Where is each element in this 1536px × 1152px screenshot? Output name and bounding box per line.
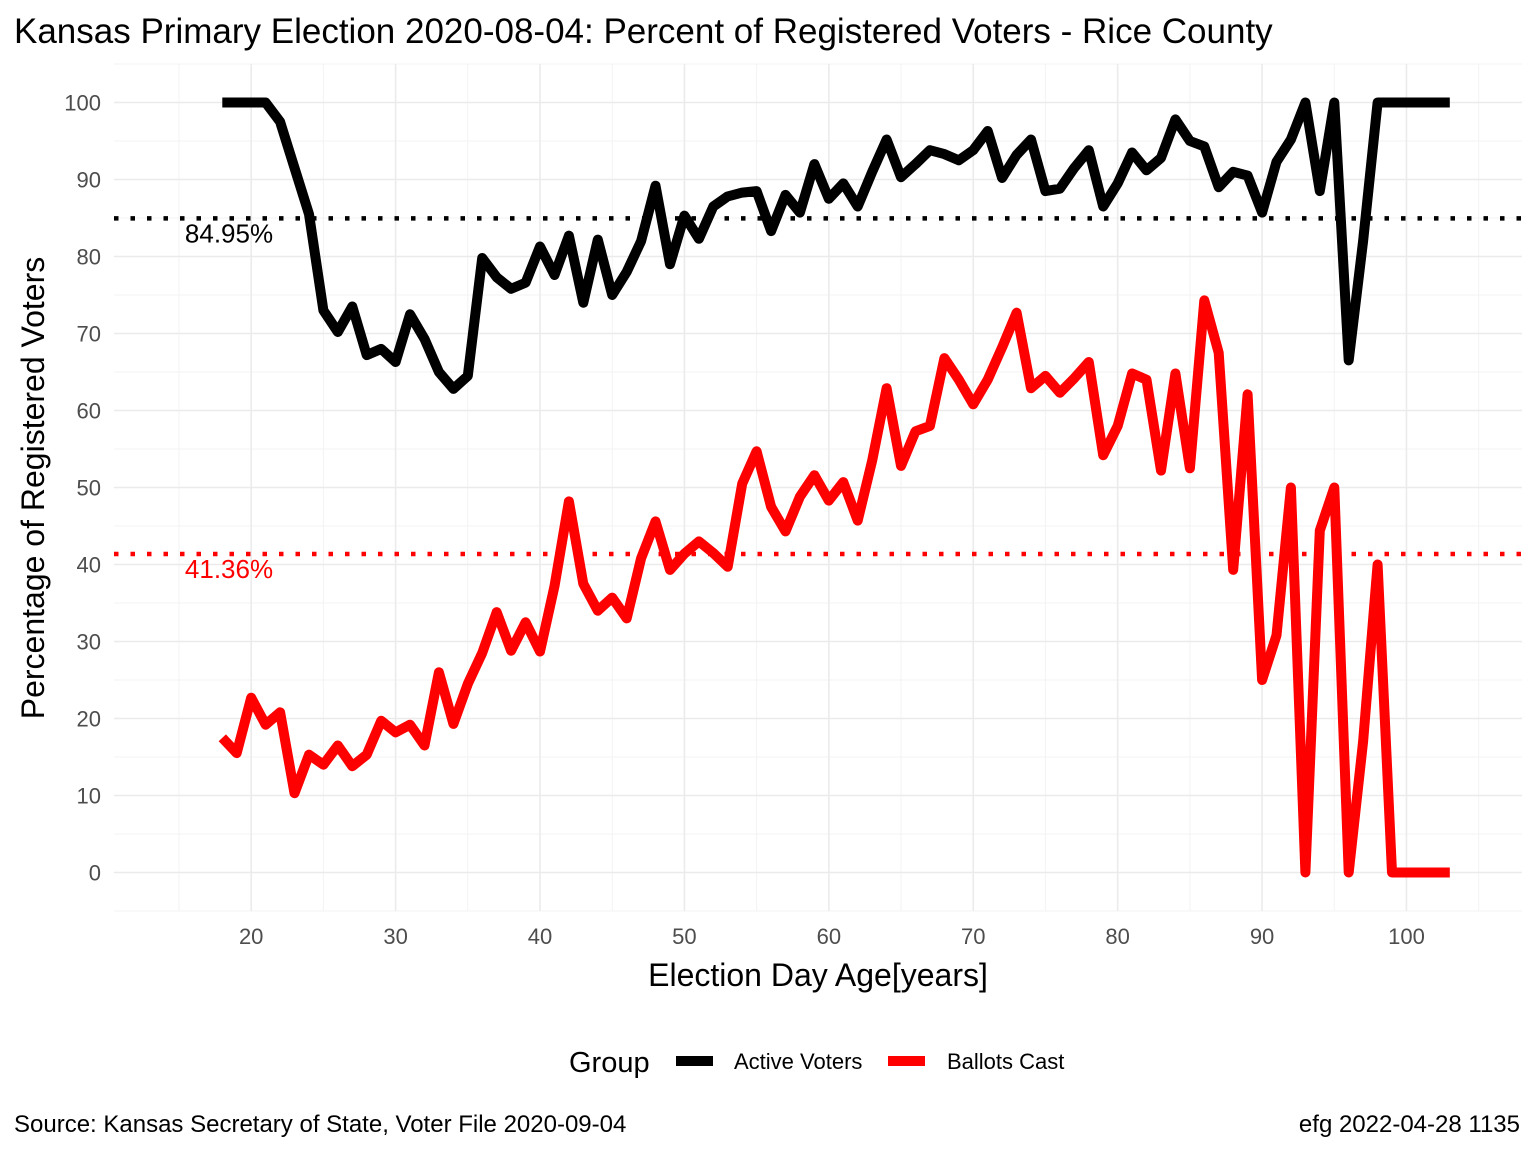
x-tick-label: 100 [1388, 924, 1425, 949]
y-tick-label: 30 [77, 630, 101, 655]
x-tick-label: 80 [1105, 924, 1129, 949]
y-tick-label: 0 [89, 861, 101, 886]
y-axis-title: Percentage of Registered Voters [15, 257, 51, 720]
chart-title: Kansas Primary Election 2020-08-04: Perc… [14, 12, 1273, 51]
credit-caption: efg 2022-04-28 1135 [1299, 1111, 1520, 1138]
y-tick-label: 10 [77, 784, 101, 809]
x-tick-label: 90 [1250, 924, 1274, 949]
x-tick-label: 50 [672, 924, 696, 949]
x-tick-label: 60 [817, 924, 841, 949]
legend-label: Ballots Cast [947, 1049, 1064, 1074]
y-tick-label: 80 [77, 245, 101, 270]
x-axis-title: Election Day Age[years] [648, 957, 988, 993]
y-tick-label: 50 [77, 476, 101, 501]
y-tick-label: 20 [77, 707, 101, 732]
y-tick-label: 40 [77, 553, 101, 578]
y-axis-ticks: 0 10 20 30 40 50 60 70 80 90 100 [64, 91, 101, 886]
y-tick-label: 100 [64, 91, 101, 116]
x-tick-label: 30 [383, 924, 407, 949]
x-tick-label: 20 [239, 924, 263, 949]
legend-label: Active Voters [734, 1049, 862, 1074]
reference-line-label: 84.95% [185, 218, 273, 248]
y-tick-label: 90 [77, 168, 101, 193]
y-tick-label: 60 [77, 399, 101, 424]
legend-title: Group [569, 1047, 650, 1079]
series-line [218, 295, 1450, 878]
grid [114, 63, 1522, 912]
y-tick-label: 70 [77, 322, 101, 347]
source-caption: Source: Kansas Secretary of State, Voter… [14, 1111, 626, 1138]
series-lines [218, 97, 1450, 878]
series-line [222, 97, 1450, 394]
x-tick-label: 40 [528, 924, 552, 949]
reference-lines: 84.95% 41.36% [114, 216, 1522, 584]
x-tick-label: 70 [961, 924, 985, 949]
reference-line-label: 41.36% [185, 554, 273, 584]
legend: Group Active Voters Ballots Cast [569, 1047, 1064, 1079]
x-axis-ticks: 20 30 40 50 60 70 80 90 100 [239, 924, 1425, 949]
